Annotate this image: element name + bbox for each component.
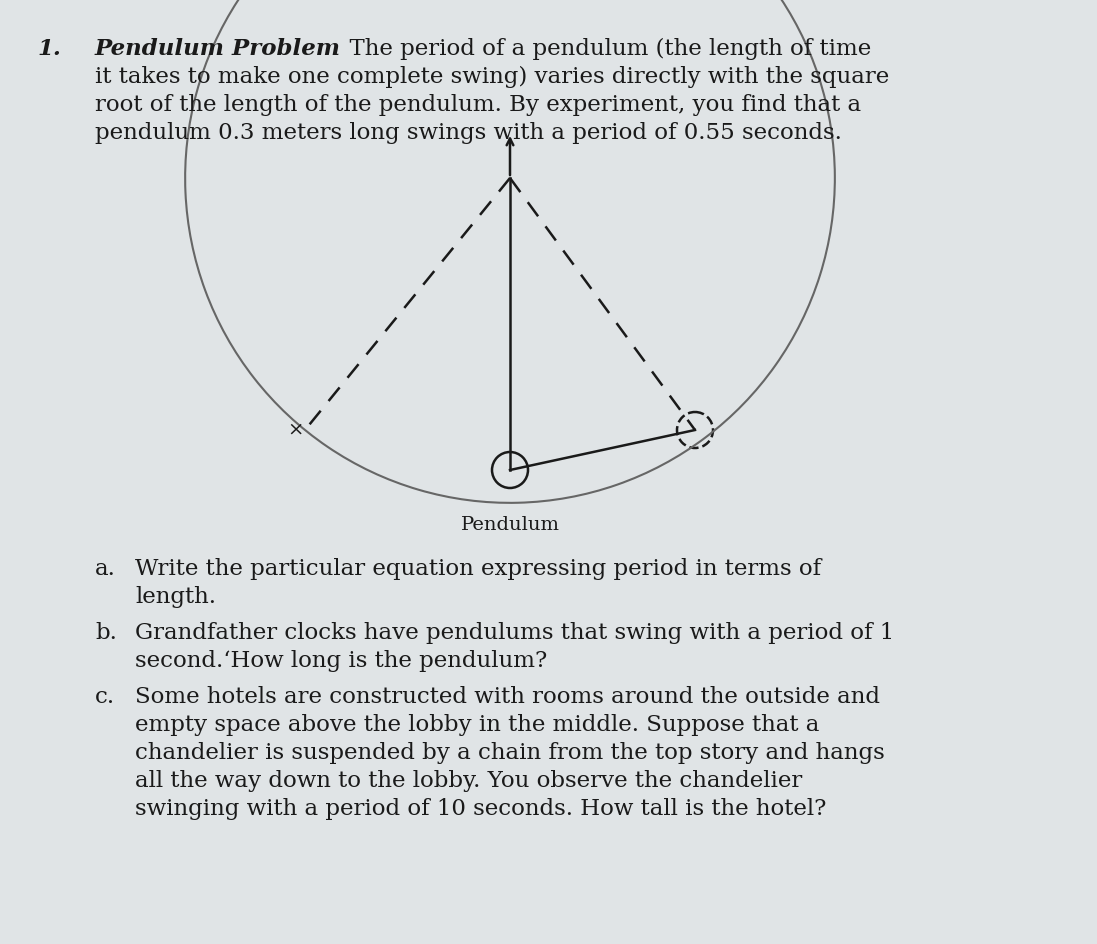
Text: length.: length. [135,586,216,608]
Text: all the way down to the lobby. You observe the chandelier: all the way down to the lobby. You obser… [135,770,802,792]
Text: ×: × [286,421,303,439]
Text: empty space above the lobby in the middle. Suppose that a: empty space above the lobby in the middl… [135,714,819,736]
Text: The period of a pendulum (the length of time: The period of a pendulum (the length of … [335,38,871,60]
Text: root of the length of the pendulum. By experiment, you find that a: root of the length of the pendulum. By e… [95,94,861,116]
Text: c.: c. [95,686,115,708]
Text: Write the particular equation expressing period in terms of: Write the particular equation expressing… [135,558,822,580]
Text: second.‘How long is the pendulum?: second.‘How long is the pendulum? [135,650,547,672]
Text: chandelier is suspended by a chain from the top story and hangs: chandelier is suspended by a chain from … [135,742,885,764]
Text: Some hotels are constructed with rooms around the outside and: Some hotels are constructed with rooms a… [135,686,880,708]
Text: a.: a. [95,558,116,580]
Text: b.: b. [95,622,117,644]
Text: pendulum 0.3 meters long swings with a period of 0.55 seconds.: pendulum 0.3 meters long swings with a p… [95,122,841,144]
Text: Pendulum Problem: Pendulum Problem [95,38,341,60]
Text: 1.: 1. [38,38,61,60]
Text: it takes to make one complete swing) varies directly with the square: it takes to make one complete swing) var… [95,66,890,88]
Text: swinging with a period of 10 seconds. How tall is the hotel?: swinging with a period of 10 seconds. Ho… [135,798,826,820]
Text: Pendulum: Pendulum [461,516,559,534]
Text: Grandfather clocks have pendulums that swing with a period of 1: Grandfather clocks have pendulums that s… [135,622,894,644]
